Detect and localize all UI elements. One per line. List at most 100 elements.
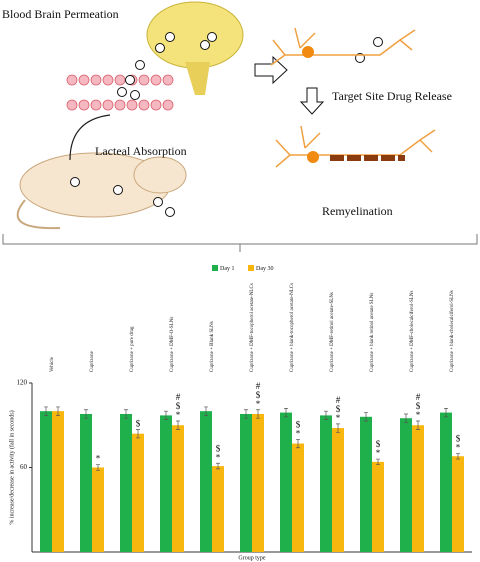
bar (440, 412, 452, 552)
error-bar (296, 438, 300, 449)
brainstem (185, 62, 210, 95)
significance-mark: * (416, 410, 421, 420)
label: Remyelination (322, 204, 393, 218)
bar (412, 425, 424, 552)
x-tick-label: Cuprizone + Blank SLNs (210, 321, 215, 372)
error-bar (416, 420, 420, 430)
bracket (2, 234, 478, 252)
nucleus (302, 46, 314, 58)
error-bar (96, 464, 100, 471)
legend-swatch (248, 265, 254, 271)
significance-mark: * (256, 399, 261, 409)
significance-mark: $ (176, 401, 181, 411)
significance-mark: * (456, 442, 461, 452)
error-bar (244, 409, 248, 419)
legend-label: Day 1 (220, 266, 235, 272)
x-tick-label: Vehicle (50, 356, 55, 372)
y-axis-label: % increase/decrease in activity (fall in… (8, 410, 15, 524)
significance-mark: $ (296, 419, 301, 429)
error-bar (364, 412, 368, 422)
error-bar (56, 406, 60, 416)
brain (146, 1, 244, 69)
bar (320, 415, 332, 552)
x-tick-label: Cuprizone + blank-tocopherol acetate-NLC… (290, 283, 295, 372)
significance-mark: * (176, 410, 181, 420)
significance-mark: $ (416, 401, 421, 411)
significance-mark: $ (256, 390, 261, 400)
x-axis-label: Group type (238, 555, 265, 561)
legend-swatch (212, 265, 218, 271)
bar (212, 466, 224, 552)
arrow-right (254, 55, 288, 85)
bar (292, 443, 304, 552)
x-tick-label: Cuprizone + blank-cholecalciferol-SLNs (450, 290, 455, 372)
error-bar (404, 413, 408, 423)
illustration: Blood Brain Permeation Target Site Drug … (2, 1, 478, 252)
bar (200, 411, 212, 552)
error-bar (124, 409, 128, 419)
error-bar (256, 409, 260, 419)
bar (452, 456, 464, 552)
significance-mark: * (376, 448, 381, 458)
bar (92, 467, 104, 552)
error-bar (164, 410, 168, 420)
x-tick-label: Cuprizone + blank retinol acetate SLNs (370, 293, 375, 372)
bar (172, 425, 184, 552)
x-tick-label: Cuprizone + DMF-cholecalciferol-SLNs (410, 291, 415, 372)
membrane (66, 74, 174, 111)
significance-mark: # (176, 392, 181, 402)
bar (252, 413, 264, 552)
bar (40, 411, 52, 552)
x-tick-label: Cuprizone + DMF-retinol acetate-SLNs (330, 292, 335, 372)
significance-mark: $ (456, 433, 461, 443)
error-bar (336, 423, 340, 433)
bar (332, 428, 344, 552)
particles (70, 32, 383, 217)
bar (160, 415, 172, 552)
error-bar (204, 406, 208, 416)
significance-mark: * (216, 452, 221, 462)
significance-mark: * (336, 413, 341, 423)
mouse-tail (16, 199, 61, 230)
significance-mark: # (256, 381, 261, 391)
bar (80, 413, 92, 552)
bar (372, 461, 384, 552)
legend-label: Day 30 (256, 266, 274, 272)
significance-mark: $ (376, 439, 381, 449)
mouse-head (133, 156, 187, 194)
error-bar (176, 420, 180, 430)
bar (360, 416, 372, 552)
label: Lacteal Absorption (95, 144, 187, 158)
significance-mark: # (336, 395, 341, 405)
error-bar (324, 410, 328, 420)
bar (240, 413, 252, 552)
neuron-top (270, 27, 416, 66)
bar (280, 412, 292, 552)
error-bar (44, 406, 48, 416)
error-bar (216, 462, 220, 470)
error-bar (456, 453, 460, 460)
error-bar (376, 458, 380, 466)
bar (120, 413, 132, 552)
significance-mark: * (296, 428, 301, 438)
arrow (69, 114, 111, 161)
significance-mark: $ (336, 404, 341, 414)
nucleus (307, 151, 319, 163)
y-tick-label: 120 (17, 379, 28, 387)
error-bar (444, 408, 448, 418)
bar (132, 433, 144, 552)
bar (400, 418, 412, 552)
arrow-down (299, 87, 325, 115)
y-tick-label: 60 (20, 463, 28, 471)
significance-mark: * (96, 454, 101, 464)
error-bar (284, 408, 288, 418)
label: Blood Brain Permeation (2, 7, 119, 21)
x-tick-label: Cuprizone + DMF-O-SLNs (170, 317, 175, 372)
significance-mark: $ (136, 419, 141, 429)
significance-mark: $ (216, 443, 221, 453)
chart: 60 120 % increase/decrease in activity (fa… (8, 265, 472, 561)
x-tick-label: Cuprizone + DMF-tocopherol acetate-NLCs (250, 283, 255, 372)
bar (52, 411, 64, 552)
